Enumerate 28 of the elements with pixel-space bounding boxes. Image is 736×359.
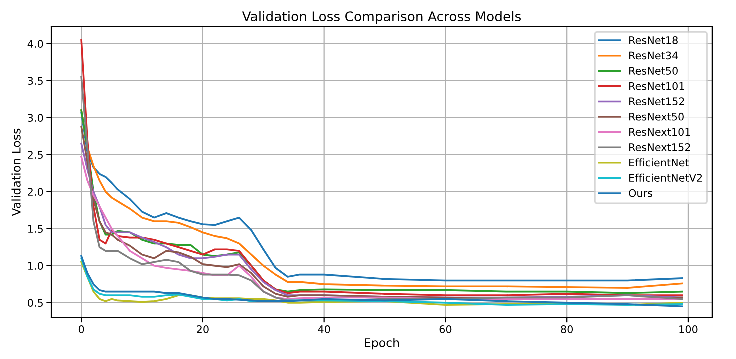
legend-label: ResNet101 [630,82,684,90]
x-tick-label: 0 [78,326,84,334]
y-tick-label: 3.0 [28,114,44,122]
y-tick-label: 2.5 [28,151,43,160]
x-tick-label: 20 [197,326,209,334]
chart-title: Validation Loss Comparison Across Models [242,11,522,24]
y-tick-label: 1.0 [28,262,44,270]
y-tick-label: 0.5 [28,299,43,308]
y-tick-label: 2.0 [28,188,44,196]
legend-label: EfficientNetV2 [630,174,702,182]
x-tick-label: 100 [680,326,698,334]
y-tick-label: 1.5 [28,225,43,234]
legend-label: ResNext101 [630,128,690,136]
x-axis-title: Epoch [365,338,400,350]
x-tick-label: 60 [440,326,452,334]
legend-label: ResNet34 [630,52,678,60]
legend-label: ResNext152 [630,144,690,152]
legend-label: ResNet50 [630,67,678,75]
legend-label: ResNet18 [630,36,678,44]
y-axis-title: Validation Loss [12,128,21,216]
y-tick-label: 3.5 [28,77,43,86]
y-tick-label: 4.0 [28,40,44,48]
x-tick-label: 80 [561,326,574,334]
x-tick-label: 40 [318,326,330,334]
legend-label: EfficientNet [630,158,690,167]
legend-label: Ours [629,189,653,198]
legend-label: ResNet152 [630,98,684,106]
legend-label: ResNext50 [630,112,684,121]
